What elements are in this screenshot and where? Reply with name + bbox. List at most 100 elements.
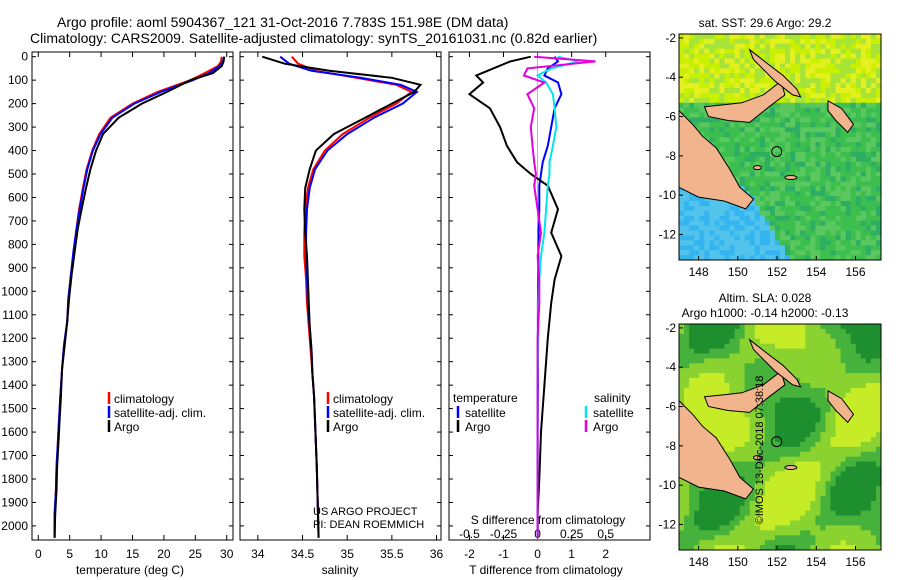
map-cell <box>810 338 816 344</box>
map-cell <box>855 407 862 413</box>
map-cell <box>795 461 801 467</box>
map-cell <box>785 402 791 408</box>
map-cell <box>865 407 872 413</box>
map-cell <box>840 491 847 497</box>
map-cell <box>749 68 756 74</box>
map-cell <box>825 132 831 138</box>
map-cell <box>850 525 857 531</box>
map-cell <box>845 78 852 84</box>
map-cell <box>825 540 831 546</box>
map-cell <box>840 83 847 89</box>
map-cell <box>845 58 852 64</box>
map-cell <box>689 245 695 251</box>
map-cell <box>860 417 867 423</box>
map-cell <box>694 510 700 516</box>
map-cell <box>739 122 746 128</box>
map-cell <box>840 343 847 349</box>
map-cell <box>795 171 801 177</box>
map-cell <box>860 446 867 453</box>
map-cell <box>845 102 852 109</box>
map-cell <box>759 402 766 408</box>
map-cell <box>835 166 841 172</box>
map-cell <box>820 368 826 374</box>
map-cell <box>775 510 781 516</box>
map-cell <box>734 530 740 536</box>
map-cell <box>689 210 695 217</box>
map-cell <box>689 235 695 241</box>
map-cell <box>815 515 821 521</box>
map-cell <box>815 505 821 512</box>
map-cell <box>876 540 882 546</box>
map-cell <box>815 171 821 177</box>
map-cell <box>805 107 811 113</box>
map-cell <box>795 437 801 443</box>
map-cell <box>790 102 796 109</box>
map-cell <box>744 215 751 222</box>
map-cell <box>840 358 847 364</box>
map-cell <box>780 147 786 153</box>
map-cell <box>845 156 852 163</box>
map-cell <box>800 215 806 222</box>
map-cell <box>709 368 715 374</box>
map-cell <box>865 451 872 457</box>
map-cell <box>719 510 725 516</box>
map-cell <box>830 34 836 40</box>
map-cell <box>810 191 816 197</box>
map-cell <box>764 545 771 551</box>
map-cell <box>815 343 821 349</box>
map-cell <box>694 328 700 335</box>
map-cell <box>744 353 751 359</box>
map-cell <box>719 333 725 340</box>
map-cell <box>775 437 781 443</box>
map-cell <box>679 397 685 403</box>
map-cell <box>759 496 766 502</box>
map-cell <box>754 88 761 94</box>
map-cell <box>840 520 847 526</box>
map-cell <box>724 127 730 133</box>
map-cell <box>870 58 877 64</box>
map-cell <box>835 161 841 167</box>
map-cell <box>815 525 821 531</box>
map-cell <box>775 235 781 241</box>
series-line <box>53 56 223 538</box>
map-cell <box>865 510 872 516</box>
map-cell <box>820 530 826 536</box>
map-cell <box>865 53 872 59</box>
map-cell <box>850 68 857 74</box>
map-cell <box>769 486 776 492</box>
map-cell <box>689 378 695 384</box>
map-cell <box>850 147 857 153</box>
map-cell <box>759 368 766 374</box>
map-cell <box>805 161 811 167</box>
map-cell <box>820 417 826 423</box>
map-cell <box>876 422 882 428</box>
map-cell <box>785 540 791 546</box>
map-cell <box>714 427 720 433</box>
map-cell <box>845 186 852 192</box>
map-cell <box>870 127 877 133</box>
map-cell <box>855 491 862 497</box>
map-cell <box>825 58 831 64</box>
map-cell <box>876 83 882 89</box>
map-cell <box>805 441 811 448</box>
map-cell <box>855 328 862 335</box>
map-cell <box>764 328 771 335</box>
map-cell <box>815 363 821 369</box>
map-cell <box>694 407 700 413</box>
map-cell <box>759 461 766 467</box>
map-cell <box>780 171 786 177</box>
map-cell <box>825 373 831 379</box>
map-cell <box>754 333 761 340</box>
map-cell <box>754 461 761 467</box>
map-cell <box>719 496 725 502</box>
map-cell <box>734 156 740 163</box>
map-cell <box>785 432 791 438</box>
map-cell <box>855 378 862 384</box>
map-cell <box>810 353 816 359</box>
map-cell <box>734 446 740 453</box>
map-cell <box>820 137 826 143</box>
map-cell <box>785 461 791 467</box>
map-cell <box>840 206 847 212</box>
sst-map: 148 150 152 154 156-2-4-6-8-10-12 <box>659 31 882 279</box>
map-cell <box>785 142 791 148</box>
